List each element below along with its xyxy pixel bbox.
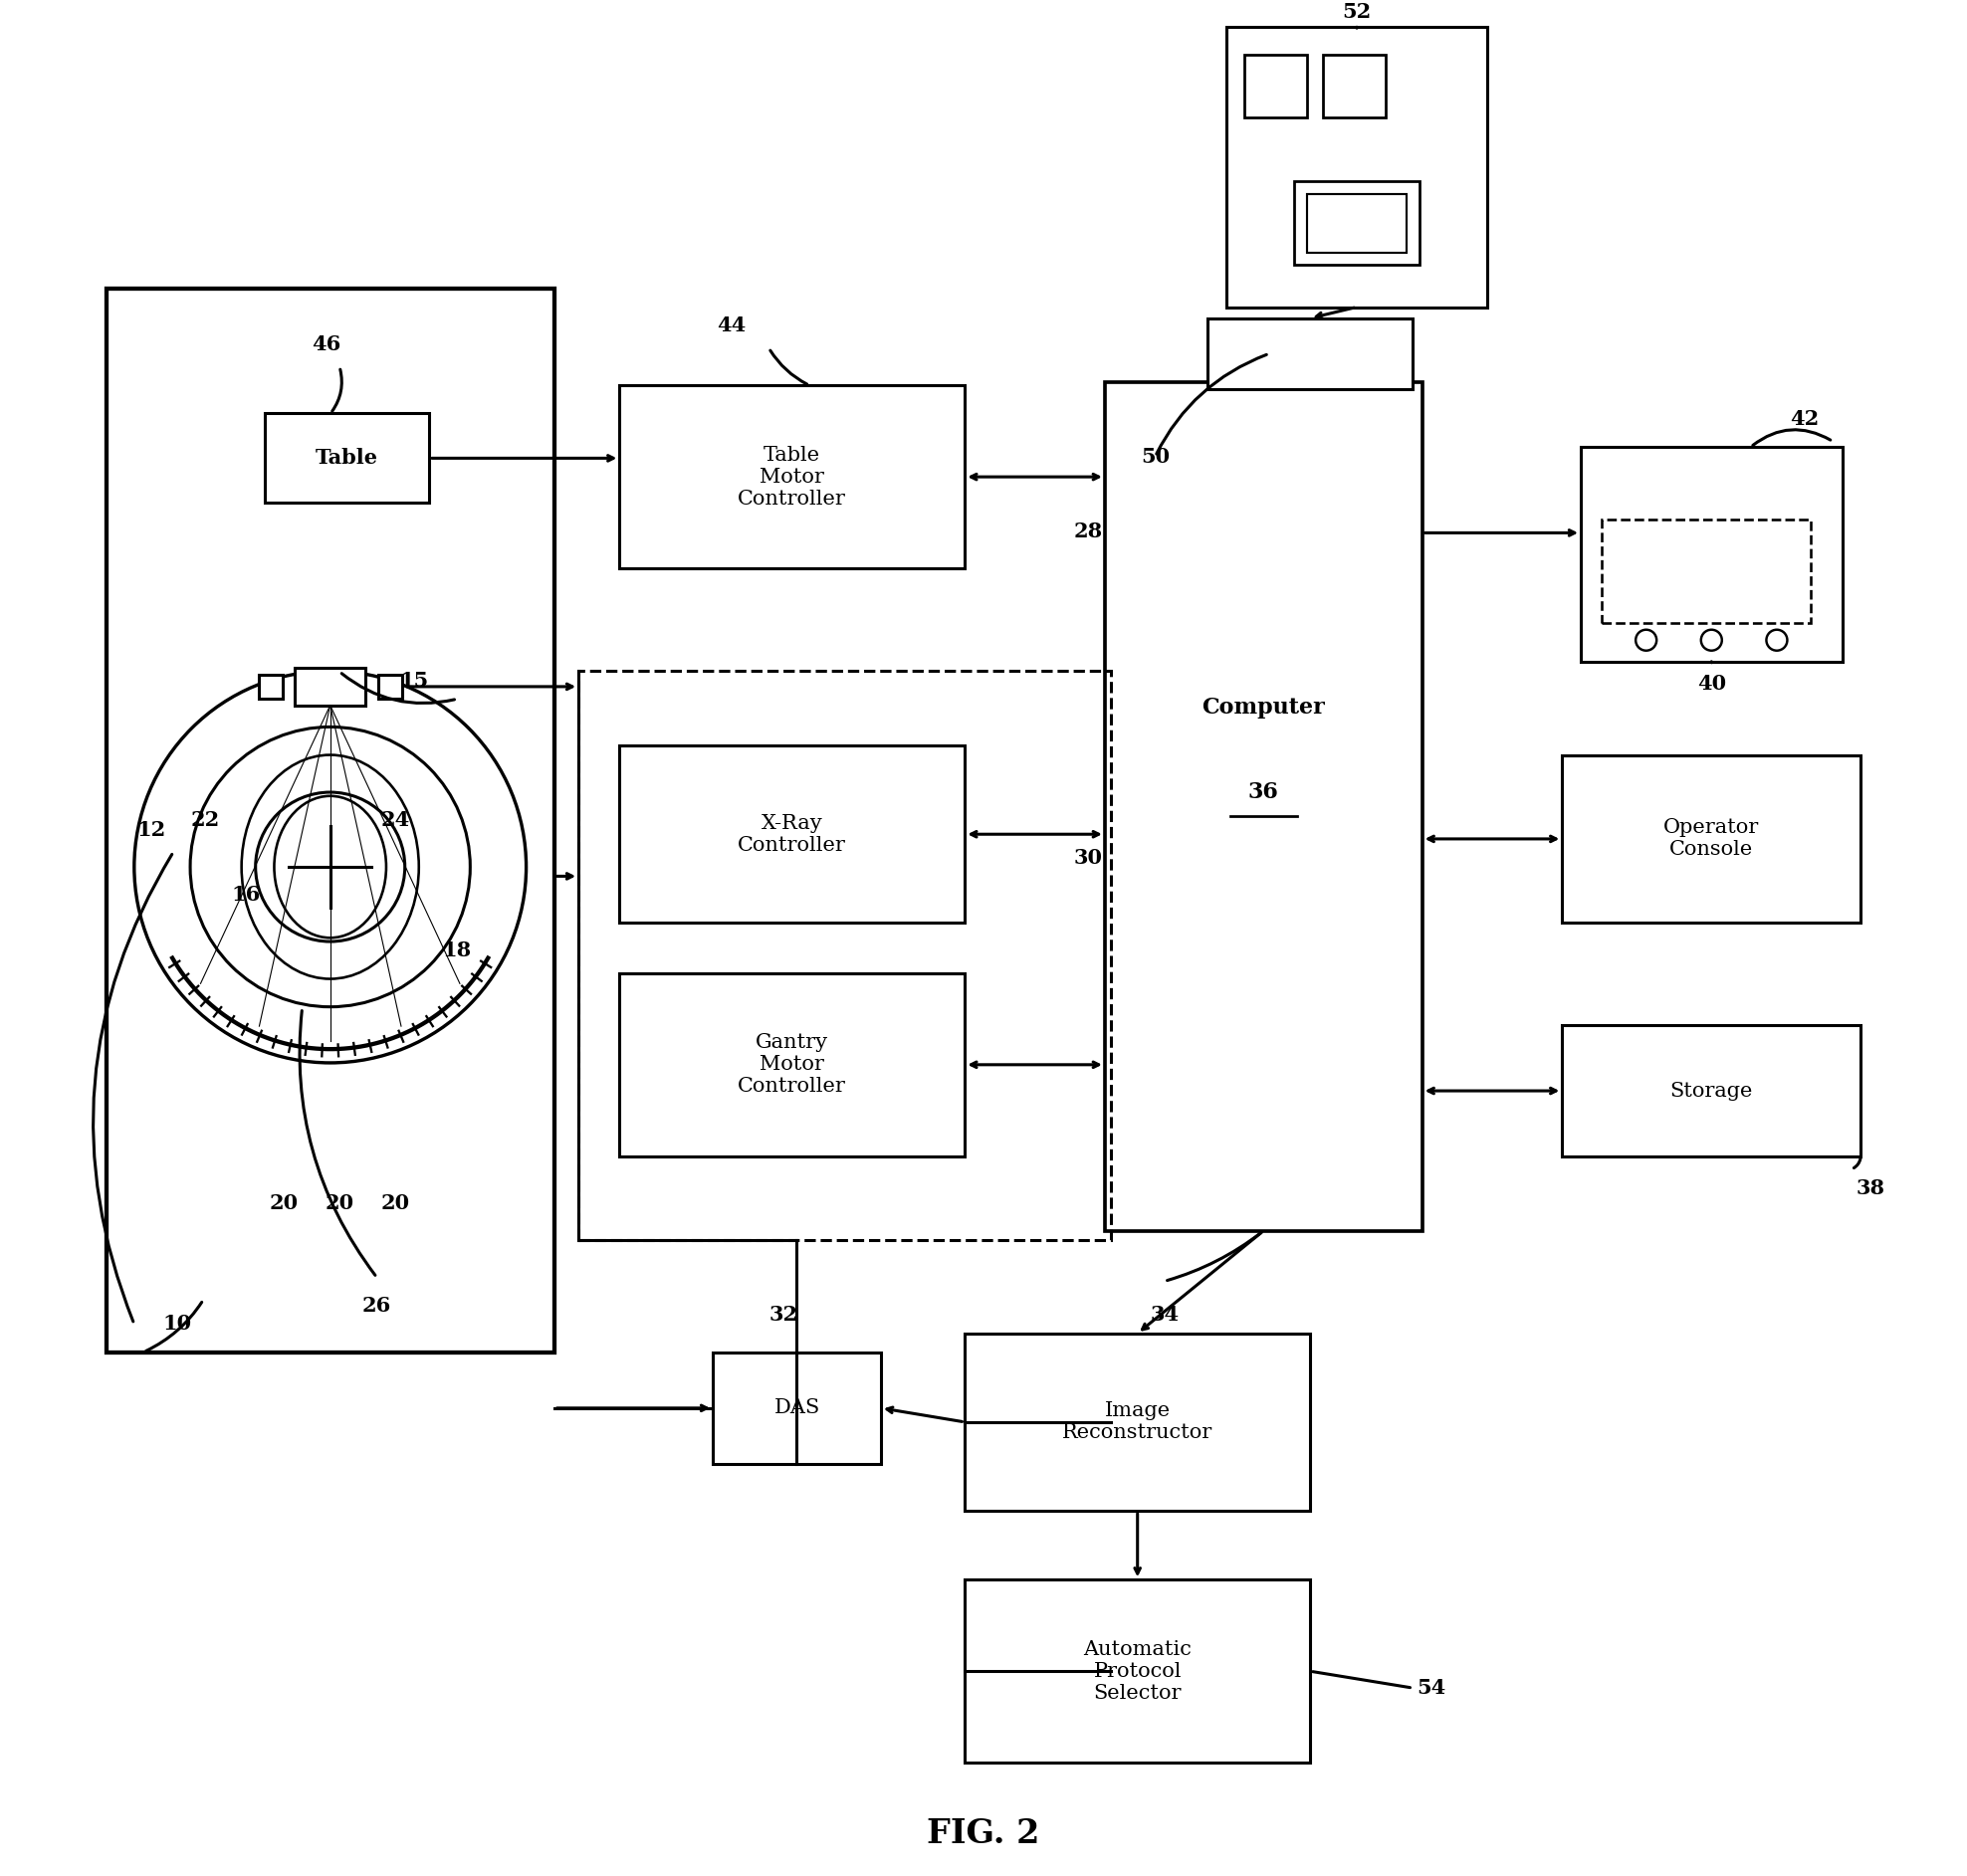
Text: DAS: DAS xyxy=(773,1399,820,1418)
FancyBboxPatch shape xyxy=(1225,26,1487,308)
Text: 18: 18 xyxy=(443,942,472,961)
FancyBboxPatch shape xyxy=(1581,446,1843,662)
Text: 20: 20 xyxy=(269,1193,299,1212)
FancyBboxPatch shape xyxy=(1245,54,1308,118)
Text: 12: 12 xyxy=(136,820,165,840)
Text: 10: 10 xyxy=(163,1315,191,1334)
FancyBboxPatch shape xyxy=(966,1580,1310,1763)
Text: 22: 22 xyxy=(191,810,220,831)
FancyBboxPatch shape xyxy=(620,385,966,568)
Text: 44: 44 xyxy=(716,315,745,336)
Text: 20: 20 xyxy=(325,1193,354,1212)
FancyBboxPatch shape xyxy=(266,413,429,503)
Text: 50: 50 xyxy=(1141,446,1170,467)
FancyBboxPatch shape xyxy=(620,974,966,1156)
FancyBboxPatch shape xyxy=(106,289,555,1353)
FancyBboxPatch shape xyxy=(1208,319,1412,388)
Text: Table: Table xyxy=(315,448,378,469)
Text: Automatic
Protocol
Selector: Automatic Protocol Selector xyxy=(1084,1640,1192,1703)
FancyBboxPatch shape xyxy=(378,675,401,698)
Text: Computer: Computer xyxy=(1202,696,1326,719)
Text: Table
Motor
Controller: Table Motor Controller xyxy=(738,445,846,508)
Text: X-Ray
Controller: X-Ray Controller xyxy=(738,814,846,855)
Text: 32: 32 xyxy=(769,1306,799,1324)
Text: 46: 46 xyxy=(313,334,340,355)
FancyBboxPatch shape xyxy=(1562,1026,1861,1156)
Text: 24: 24 xyxy=(382,810,409,831)
Text: 36: 36 xyxy=(1249,780,1279,803)
Text: 16: 16 xyxy=(232,885,262,904)
Text: 34: 34 xyxy=(1151,1306,1178,1324)
Text: FIG. 2: FIG. 2 xyxy=(926,1818,1041,1850)
FancyBboxPatch shape xyxy=(295,668,366,705)
FancyBboxPatch shape xyxy=(1105,381,1422,1231)
FancyBboxPatch shape xyxy=(966,1334,1310,1510)
Text: Storage: Storage xyxy=(1670,1081,1753,1101)
Text: 54: 54 xyxy=(1416,1677,1446,1698)
FancyBboxPatch shape xyxy=(1601,520,1812,623)
FancyBboxPatch shape xyxy=(258,675,283,698)
FancyBboxPatch shape xyxy=(1562,754,1861,923)
Text: 30: 30 xyxy=(1074,848,1102,867)
Text: Operator
Console: Operator Console xyxy=(1664,818,1758,859)
FancyBboxPatch shape xyxy=(712,1353,881,1463)
Text: 15: 15 xyxy=(399,670,429,690)
FancyBboxPatch shape xyxy=(1324,54,1385,118)
Text: 38: 38 xyxy=(1855,1178,1884,1197)
Text: 42: 42 xyxy=(1790,409,1819,430)
Text: 20: 20 xyxy=(382,1193,409,1212)
Text: 52: 52 xyxy=(1341,2,1371,23)
Text: Gantry
Motor
Controller: Gantry Motor Controller xyxy=(738,1034,846,1096)
Text: 26: 26 xyxy=(362,1296,391,1315)
Text: 40: 40 xyxy=(1698,673,1725,694)
Text: 28: 28 xyxy=(1074,522,1103,540)
FancyBboxPatch shape xyxy=(620,745,966,923)
Text: Image
Reconstructor: Image Reconstructor xyxy=(1062,1401,1214,1443)
FancyBboxPatch shape xyxy=(1294,182,1420,265)
FancyBboxPatch shape xyxy=(1306,193,1406,253)
